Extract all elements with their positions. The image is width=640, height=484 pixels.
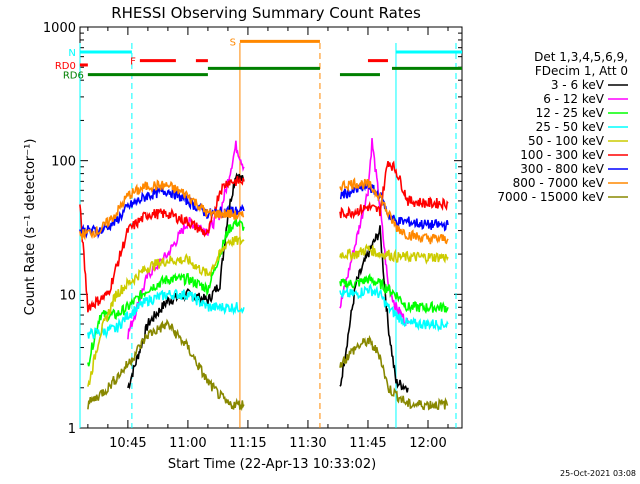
series-line — [79, 179, 245, 241]
x-axis-label: Start Time (22-Apr-13 10:33:02) — [168, 457, 376, 472]
series-line — [339, 283, 449, 333]
series-line — [87, 216, 245, 367]
x-tick-label: 11:30 — [289, 436, 326, 451]
series-line — [339, 177, 449, 245]
legend-item-label: 800 - 7000 keV — [513, 176, 605, 190]
y-tick-label: 100 — [51, 155, 76, 170]
x-tick-label: 11:45 — [349, 436, 386, 451]
legend: Det 1,3,4,5,6,9,FDecim 1, Att 03 - 6 keV… — [497, 50, 628, 204]
flag-bar-label: F — [130, 57, 136, 68]
legend-item-label: 12 - 25 keV — [536, 106, 605, 120]
series-line — [339, 138, 409, 327]
chart-title: RHESSI Observing Summary Count Rates — [111, 4, 421, 22]
y-axis-label: Count Rate (s⁻¹ detector⁻¹) — [23, 139, 38, 316]
flag-bar-label: S — [230, 37, 236, 48]
series-line — [79, 176, 245, 313]
flag-bar-label: RD6 — [63, 71, 84, 82]
x-tick-label: 12:00 — [409, 436, 446, 451]
plot-area: 1 10 100 1000 10:45 11:00 11:15 11:30 11:45 12:00… — [43, 21, 463, 451]
series-line — [87, 235, 245, 387]
legend-item-label: 25 - 50 keV — [536, 120, 605, 134]
x-tick-label: 11:00 — [169, 436, 206, 451]
legend-item-label: 300 - 800 keV — [520, 162, 604, 176]
legend-header: FDecim 1, Att 0 — [535, 64, 628, 78]
series-line — [339, 160, 449, 220]
series-line — [127, 140, 245, 340]
legend-item-label: 50 - 100 keV — [528, 134, 605, 148]
series-line — [87, 318, 245, 412]
legend-item-label: 3 - 6 keV — [551, 78, 605, 92]
series-line — [339, 272, 449, 315]
series-line — [339, 225, 409, 393]
series-line — [339, 334, 449, 411]
x-tick-label: 11:15 — [229, 436, 266, 451]
series-line — [87, 288, 245, 340]
flag-bar-label: RD0 — [55, 61, 76, 72]
footer-timestamp: 25-Oct-2021 03:08 — [560, 469, 636, 478]
x-tick-label: 10:45 — [109, 436, 146, 451]
series-line — [339, 243, 449, 265]
legend-item-label: 6 - 12 keV — [543, 92, 605, 106]
legend-item-label: 100 - 300 keV — [520, 148, 604, 162]
y-tick-label: 1000 — [43, 21, 76, 36]
y-tick-label: 1 — [68, 422, 76, 437]
y-tick-label: 10 — [59, 288, 76, 303]
flag-bar-label: N — [68, 48, 75, 59]
legend-item-label: 7000 - 15000 keV — [497, 190, 604, 204]
legend-header: Det 1,3,4,5,6,9, — [534, 50, 628, 64]
